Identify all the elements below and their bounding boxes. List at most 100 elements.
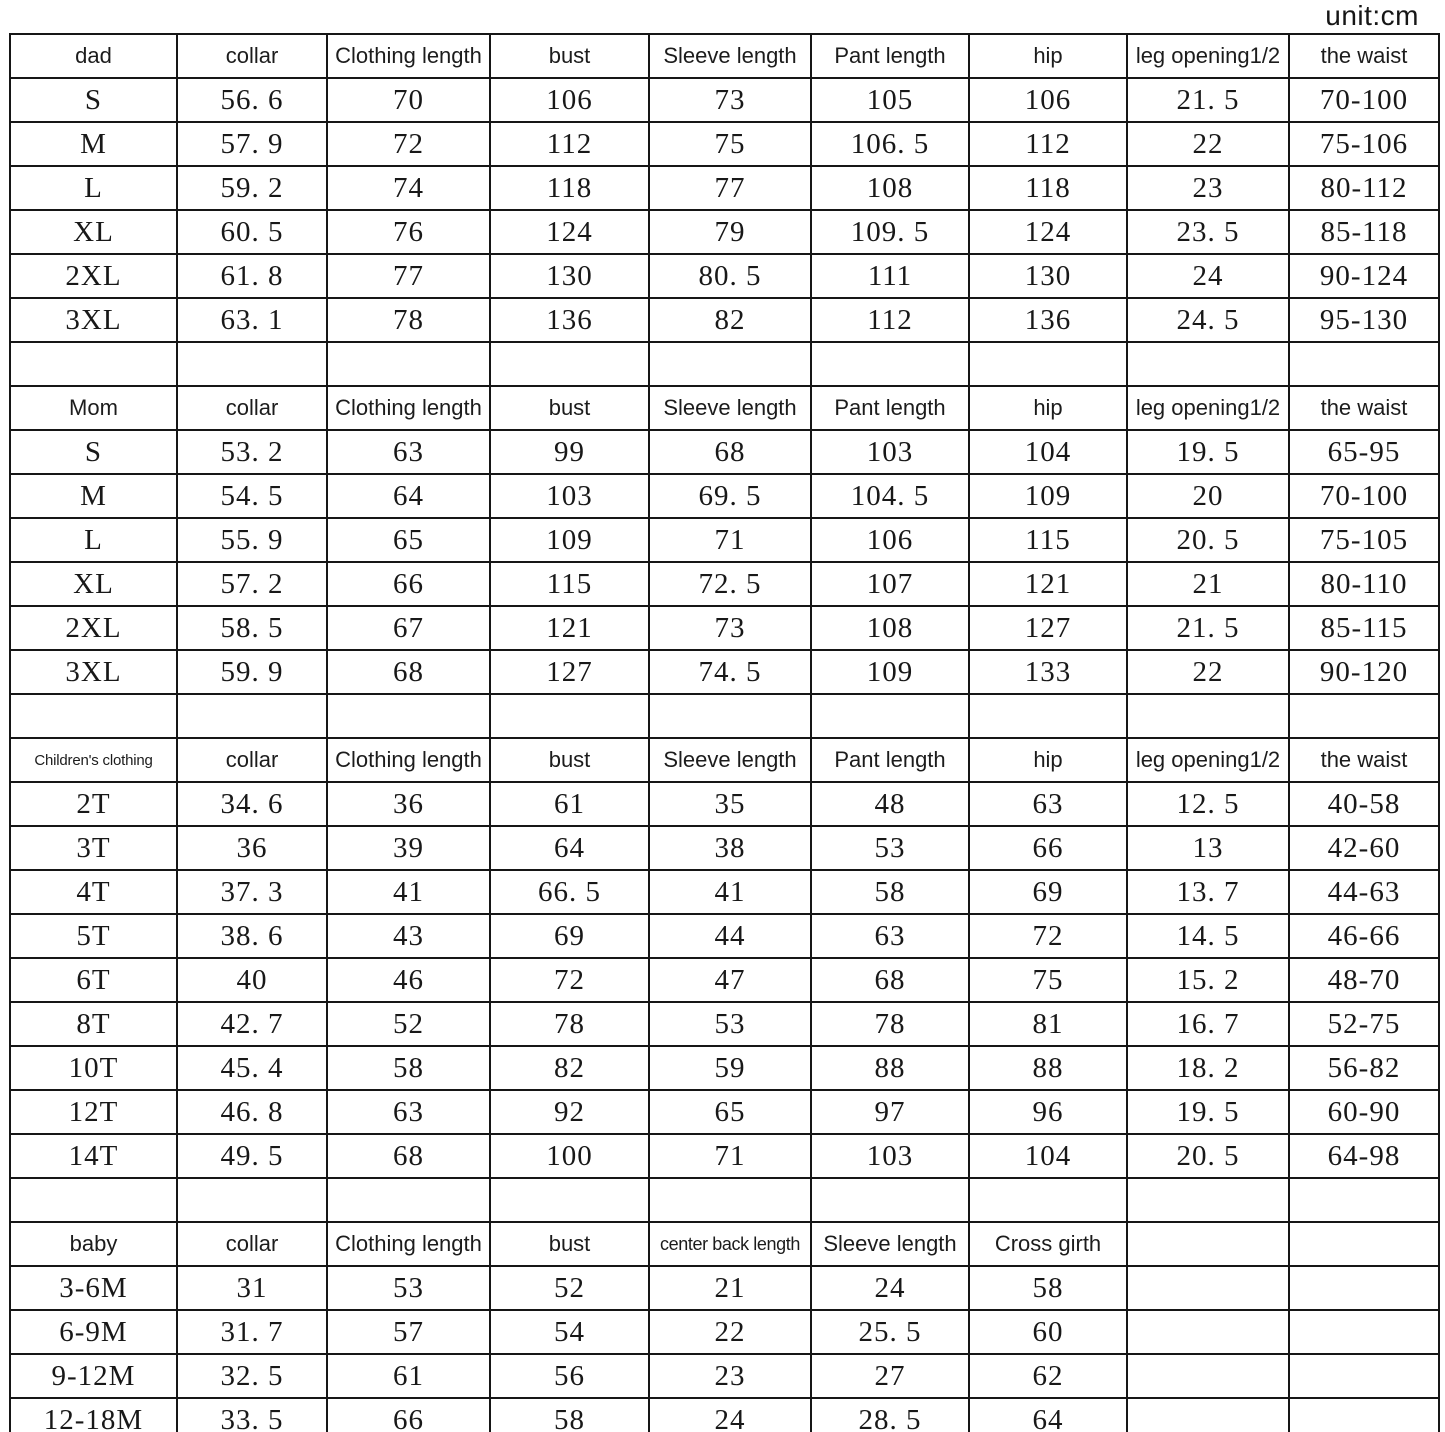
ghost-cell xyxy=(1126,1309,1290,1355)
value-cell: 21. 5 xyxy=(1126,605,1290,651)
ghost-cell xyxy=(1126,1221,1290,1267)
value-cell: 28. 5 xyxy=(810,1397,970,1432)
size-cell: 3T xyxy=(9,825,178,871)
table-row: 12T 46. 8 63 92 65 97 96 19. 5 60-90 xyxy=(9,1089,1440,1135)
value-cell: 63 xyxy=(968,781,1128,827)
column-header-cell: hip xyxy=(968,385,1128,431)
value-cell: 75-106 xyxy=(1288,121,1440,167)
value-cell: 70-100 xyxy=(1288,473,1440,519)
value-cell: 67 xyxy=(326,605,491,651)
size-cell: 6T xyxy=(9,957,178,1003)
value-cell: 79 xyxy=(648,209,812,255)
value-cell: 52 xyxy=(489,1265,650,1311)
value-cell: 103 xyxy=(810,1133,970,1179)
size-cell: 2T xyxy=(9,781,178,827)
value-cell: 82 xyxy=(489,1045,650,1091)
value-cell: 42. 7 xyxy=(176,1001,328,1047)
value-cell: 23. 5 xyxy=(1126,209,1290,255)
column-header-cell: the waist xyxy=(1288,33,1440,79)
size-cell: 6-9M xyxy=(9,1309,178,1355)
column-header-cell: leg opening1/2 xyxy=(1126,737,1290,783)
value-cell: 73 xyxy=(648,77,812,123)
value-cell: 95-130 xyxy=(1288,297,1440,343)
value-cell: 41 xyxy=(648,869,812,915)
value-cell: 31. 7 xyxy=(176,1309,328,1355)
value-cell: 109 xyxy=(489,517,650,563)
column-header-cell: Pant length xyxy=(810,737,970,783)
value-cell: 39 xyxy=(326,825,491,871)
size-cell: 3XL xyxy=(9,297,178,343)
value-cell: 66 xyxy=(968,825,1128,871)
table-row: 14T 49. 5 68 100 71 103 104 20. 5 64-98 xyxy=(9,1133,1440,1179)
value-cell: 56-82 xyxy=(1288,1045,1440,1091)
value-cell: 43 xyxy=(326,913,491,959)
value-cell: 69 xyxy=(489,913,650,959)
column-header-cell: Pant length xyxy=(810,33,970,79)
section-header-row: Mom collar Clothing length bust Sleeve lengt… xyxy=(9,385,1440,431)
value-cell: 76 xyxy=(326,209,491,255)
ghost-cell xyxy=(1288,1265,1440,1311)
spacer-cell xyxy=(648,341,812,387)
section-label-cell: baby xyxy=(9,1221,178,1267)
value-cell: 106 xyxy=(968,77,1128,123)
value-cell: 22 xyxy=(1126,649,1290,695)
value-cell: 88 xyxy=(968,1045,1128,1091)
value-cell: 66 xyxy=(326,561,491,607)
value-cell: 54 xyxy=(489,1309,650,1355)
column-header-cell: collar xyxy=(176,33,328,79)
value-cell: 35 xyxy=(648,781,812,827)
table-row: 6T 40 46 72 47 68 75 15. 2 48-70 xyxy=(9,957,1440,1003)
table-row: L 59. 2 74 118 77 108 118 23 80-112 xyxy=(9,165,1440,211)
value-cell: 16. 7 xyxy=(1126,1001,1290,1047)
value-cell: 64 xyxy=(489,825,650,871)
value-cell: 69. 5 xyxy=(648,473,812,519)
spacer-cell xyxy=(9,693,178,739)
ghost-cell xyxy=(1126,1265,1290,1311)
value-cell: 71 xyxy=(648,517,812,563)
size-cell: M xyxy=(9,121,178,167)
size-cell: 9-12M xyxy=(9,1353,178,1399)
section-label-cell: Children's clothing xyxy=(9,737,178,783)
spacer-cell xyxy=(648,1177,812,1223)
value-cell: 100 xyxy=(489,1133,650,1179)
value-cell: 111 xyxy=(810,253,970,299)
value-cell: 109. 5 xyxy=(810,209,970,255)
value-cell: 47 xyxy=(648,957,812,1003)
value-cell: 115 xyxy=(489,561,650,607)
value-cell: 59. 9 xyxy=(176,649,328,695)
size-cell: L xyxy=(9,165,178,211)
ghost-cell xyxy=(1288,1221,1440,1267)
table-row: 2XL 61. 8 77 130 80. 5 111 130 24 90-124 xyxy=(9,253,1440,299)
value-cell: 130 xyxy=(968,253,1128,299)
spacer-cell xyxy=(968,693,1128,739)
ghost-cell xyxy=(1126,1397,1290,1432)
ghost-cell xyxy=(1288,1397,1440,1432)
value-cell: 104 xyxy=(968,429,1128,475)
size-cell: 3XL xyxy=(9,649,178,695)
table-row: L 55. 9 65 109 71 106 115 20. 5 75-105 xyxy=(9,517,1440,563)
value-cell: 68 xyxy=(810,957,970,1003)
column-header-cell: bust xyxy=(489,1221,650,1267)
value-cell: 121 xyxy=(489,605,650,651)
value-cell: 66 xyxy=(326,1397,491,1432)
value-cell: 41 xyxy=(326,869,491,915)
value-cell: 68 xyxy=(326,649,491,695)
value-cell: 130 xyxy=(489,253,650,299)
value-cell: 106 xyxy=(810,517,970,563)
table-row: 9-12M 32. 5 61 56 23 27 62 xyxy=(9,1353,1440,1399)
unit-label: unit:cm xyxy=(1325,0,1419,31)
value-cell: 36 xyxy=(326,781,491,827)
value-cell: 62 xyxy=(968,1353,1128,1399)
section-label-cell: Mom xyxy=(9,385,178,431)
value-cell: 80. 5 xyxy=(648,253,812,299)
spacer-cell xyxy=(1126,693,1290,739)
value-cell: 71 xyxy=(648,1133,812,1179)
value-cell: 53 xyxy=(810,825,970,871)
value-cell: 58 xyxy=(489,1397,650,1432)
column-header-cell: collar xyxy=(176,1221,328,1267)
value-cell: 45. 4 xyxy=(176,1045,328,1091)
column-header-cell: leg opening1/2 xyxy=(1126,385,1290,431)
value-cell: 118 xyxy=(968,165,1128,211)
value-cell: 107 xyxy=(810,561,970,607)
spacer-cell xyxy=(9,341,178,387)
